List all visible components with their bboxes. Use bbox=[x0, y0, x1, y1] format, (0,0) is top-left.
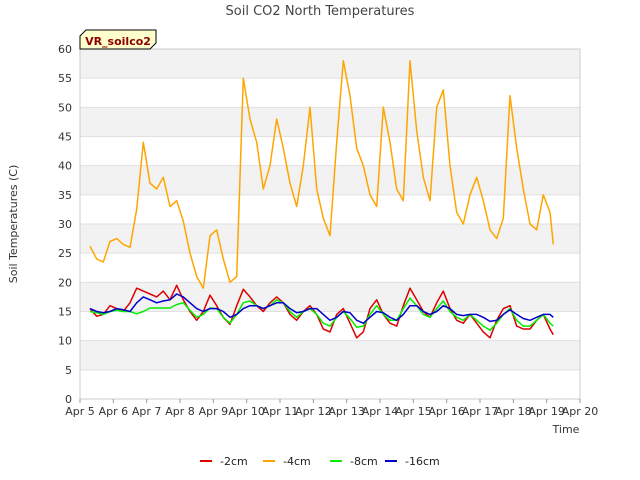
x-tick-label: Apr 20 bbox=[562, 405, 599, 418]
grid-band bbox=[80, 340, 580, 370]
grid-band bbox=[80, 369, 580, 399]
legend-label: -8cm bbox=[350, 455, 378, 468]
y-tick-label: 25 bbox=[58, 247, 72, 260]
grid-band bbox=[80, 49, 580, 79]
series-lines bbox=[89, 59, 555, 339]
y-tick-label: 10 bbox=[58, 335, 72, 348]
legend: -2cm -4cm -8cm -16cm bbox=[200, 455, 440, 468]
x-tick-label: Apr 11 bbox=[262, 405, 299, 418]
y-tick-label: 45 bbox=[58, 131, 72, 144]
series-line-2cm bbox=[89, 284, 554, 339]
x-tick-label: Apr 10 bbox=[228, 405, 265, 418]
y-tick-label: 15 bbox=[58, 306, 72, 319]
x-axis-label: Time bbox=[552, 423, 580, 436]
grid-band bbox=[80, 107, 580, 137]
legend-label: -16cm bbox=[405, 455, 440, 468]
x-tick-label: Apr 19 bbox=[528, 405, 565, 418]
x-tick-label: Apr 13 bbox=[328, 405, 365, 418]
grid-band bbox=[80, 253, 580, 283]
site-label-box: VR_soilco2 bbox=[79, 29, 157, 50]
plot-frame bbox=[79, 48, 581, 400]
x-tick-label: Apr 6 bbox=[99, 405, 129, 418]
x-tick-label: Apr 16 bbox=[428, 405, 465, 418]
legend-label: -4cm bbox=[283, 455, 311, 468]
x-tick-label: Apr 8 bbox=[165, 405, 195, 418]
site-label-text: VR_soilco2 bbox=[85, 35, 151, 48]
series-line-16cm bbox=[89, 293, 554, 324]
y-axis-ticks: 0 5 10 15 20 25 30 35 40 45 50 55 60 bbox=[58, 43, 72, 406]
x-tick-label: Apr 14 bbox=[362, 405, 399, 418]
grid-band bbox=[80, 136, 580, 166]
series-line-8cm bbox=[89, 297, 554, 331]
y-tick-label: 40 bbox=[58, 160, 72, 173]
x-tick-label: Apr 15 bbox=[395, 405, 432, 418]
grid-band bbox=[80, 282, 580, 312]
x-tick-label: Apr 17 bbox=[462, 405, 499, 418]
series-line-4cm bbox=[89, 59, 555, 289]
legend-label: -2cm bbox=[220, 455, 248, 468]
x-tick-label: Apr 12 bbox=[295, 405, 332, 418]
y-tick-label: 50 bbox=[58, 101, 72, 114]
y-axis-label: Soil Temperatures (C) bbox=[7, 165, 20, 284]
y-tick-label: 55 bbox=[58, 72, 72, 85]
x-tick-label: Apr 7 bbox=[132, 405, 162, 418]
y-tick-label: 60 bbox=[58, 43, 72, 56]
x-tick-label: Apr 9 bbox=[199, 405, 229, 418]
x-tick-label: Apr 18 bbox=[495, 405, 532, 418]
y-tick-label: 30 bbox=[58, 218, 72, 231]
y-tick-label: 5 bbox=[65, 364, 72, 377]
grid-band bbox=[80, 194, 580, 224]
y-tick-label: 35 bbox=[58, 189, 72, 202]
chart-title: Soil CO2 North Temperatures bbox=[226, 4, 415, 19]
x-tick-label: Apr 5 bbox=[65, 405, 95, 418]
y-tick-label: 0 bbox=[65, 393, 72, 406]
grid-band bbox=[80, 78, 580, 108]
y-tick-label: 20 bbox=[58, 276, 72, 289]
